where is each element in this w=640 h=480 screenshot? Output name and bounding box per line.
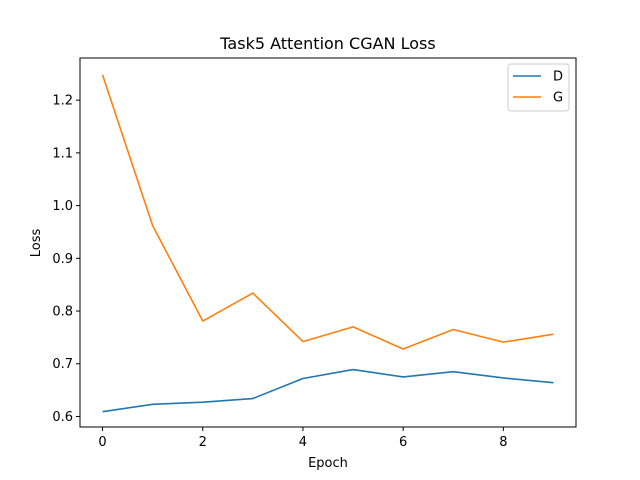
y-tick-label: 1.0 [52,199,73,214]
x-tick-label: 8 [499,435,507,450]
x-tick-label: 0 [98,435,106,450]
x-tick-label: 2 [199,435,207,450]
y-tick-label: 0.6 [52,410,73,425]
x-tick-label: 6 [399,435,407,450]
y-tick-label: 1.2 [52,94,73,109]
y-tick-label: 0.8 [52,305,73,320]
series-layer [101,74,554,413]
series-line-d [102,368,554,413]
x-tick-label: 4 [299,435,307,450]
chart-title: Task5 Attention CGAN Loss [219,34,435,53]
y-tick-label: 0.7 [52,357,73,372]
series-line-g [101,74,554,350]
legend-label-d: D [553,70,563,85]
y-axis: 0.6 0.7 0.8 0.9 1.0 1.1 1.2 [52,94,80,425]
plot-frame [79,57,577,428]
x-axis-label: Epoch [308,456,348,471]
x-axis: 0 2 4 6 8 [98,427,507,450]
legend-label-g: G [553,91,563,106]
legend: DG [507,63,570,112]
y-tick-label: 0.9 [52,252,73,267]
y-tick-label: 1.1 [52,146,73,161]
y-axis-label: Loss [29,229,44,258]
